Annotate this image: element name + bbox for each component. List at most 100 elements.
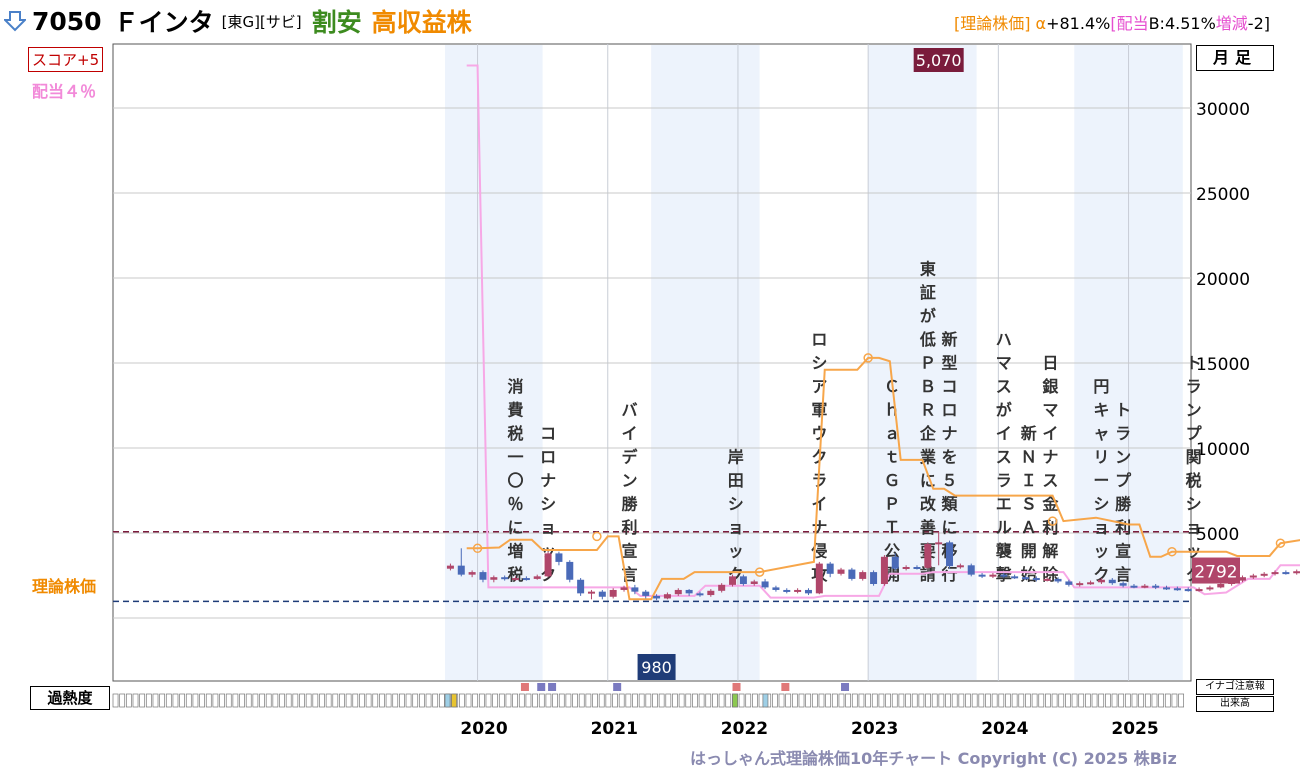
event-label-char: シ [728, 495, 744, 514]
event-label-char: に [942, 518, 958, 537]
overheat-cell [925, 693, 931, 708]
overheat-cell [791, 693, 798, 708]
overheat-cell [1151, 693, 1158, 708]
overheat-cell [1098, 693, 1105, 708]
event-label-char: ル [996, 518, 1012, 537]
overheat-cell [518, 693, 525, 708]
event-label-char: 新 [942, 330, 958, 349]
overheat-cell [219, 693, 225, 708]
overheat-cell [1138, 693, 1145, 708]
overheat-cell [232, 693, 239, 708]
overheat-cell [665, 693, 672, 708]
event-label-char: 田 [728, 471, 744, 490]
overheat-cell [985, 693, 991, 708]
event-label-char: 低 [919, 330, 936, 349]
event-label-char: マ [1042, 401, 1058, 420]
overheat-cell [359, 693, 365, 708]
overheat-cell [485, 693, 492, 708]
overheat-cell [838, 693, 845, 708]
overheat-cell [279, 693, 285, 708]
event-label-char: 企 [919, 424, 937, 443]
overheat-cell [805, 693, 812, 708]
event-label-char: 税 [1186, 471, 1202, 490]
min-price-badge [637, 654, 676, 680]
event-label-char: 一 [508, 448, 524, 467]
overheat-cell [798, 693, 805, 708]
event-label-char: ャ [1093, 424, 1109, 443]
overheat-cell [898, 693, 905, 708]
overheat-cell [505, 693, 512, 708]
event-label-char: 税 [508, 565, 524, 584]
event-label-char: ッ [1093, 542, 1109, 561]
overheat-cell [958, 693, 965, 708]
candle-body [739, 576, 747, 584]
overheat-cell [205, 693, 212, 708]
candle-body [1293, 571, 1300, 574]
haito-value: B:4.51% [1148, 14, 1216, 33]
event-label-char: 円 [1093, 377, 1109, 396]
event-label-char: 費 [508, 401, 524, 420]
x-tick-label: 2021 [591, 719, 638, 739]
event-label-char: ス [1042, 471, 1058, 490]
candle-body [631, 587, 639, 592]
event-label-char: 行 [941, 565, 958, 584]
candle-body [674, 589, 682, 595]
event-label-char: ン [1186, 401, 1202, 420]
event-label-char: Ｒ [920, 401, 936, 420]
event-label-char: イ [996, 424, 1012, 443]
event-label-char: Ｂ [920, 377, 936, 396]
theory-marker [1275, 538, 1286, 548]
overheat-cell [405, 693, 412, 708]
candle-body [967, 565, 975, 575]
overheat-cell [1178, 693, 1185, 708]
min-price-value: 980 [641, 658, 672, 677]
overheat-cell [352, 693, 359, 708]
event-label-char: ク [1093, 565, 1109, 584]
y-tick-label: 15000 [1196, 355, 1250, 375]
overheat-cell [705, 693, 712, 708]
overheat-cell [412, 693, 419, 708]
overheat-cell [778, 693, 785, 708]
candle-body [870, 572, 878, 584]
candle-body [750, 581, 758, 584]
overheat-cell [1011, 693, 1018, 708]
event-label-char: シ [1093, 495, 1109, 514]
overheat-cell [325, 693, 332, 708]
theory-marker [863, 353, 873, 363]
riron-label: [理論株価] [953, 14, 1031, 33]
x-tick-label: 2022 [721, 719, 768, 739]
overheat-cell [305, 693, 312, 708]
candle-body [1206, 587, 1214, 590]
event-label-char: が [920, 307, 936, 326]
candle-body [848, 569, 856, 579]
overheat-cell [645, 693, 652, 708]
candle-body [880, 556, 888, 584]
candle-body [891, 556, 899, 569]
current-price-value: 2792 [1194, 563, 1237, 583]
y-tick-label: 10000 [1196, 440, 1250, 460]
event-label-char: Ａ [1021, 518, 1037, 537]
event-label-char: ハ [996, 330, 1012, 349]
overheat-cell [1065, 693, 1071, 708]
event-label-char: 新 [1021, 424, 1037, 443]
event-label-char: 利 [1115, 518, 1131, 537]
theory-marker [1047, 516, 1058, 526]
candle-body [653, 595, 661, 599]
candle-body [935, 542, 943, 545]
timeframe-button[interactable]: 月足 [1196, 45, 1274, 71]
candle-body [1282, 572, 1290, 575]
candle-body [956, 565, 964, 568]
candle-body [1271, 572, 1279, 575]
candle-body [620, 587, 628, 590]
event-label-char: 公 [884, 542, 900, 561]
max-price-badge [913, 48, 964, 72]
overheat-cell [1131, 693, 1138, 708]
event-label-char: バ [621, 401, 637, 420]
candle-body [1108, 579, 1116, 584]
overheat-cell [785, 693, 792, 708]
overheat-cell [1078, 693, 1085, 708]
overheat-cell [871, 693, 878, 708]
event-label-char: ン [1115, 448, 1131, 467]
candle-body [479, 572, 487, 580]
overheat-marker [781, 683, 790, 691]
